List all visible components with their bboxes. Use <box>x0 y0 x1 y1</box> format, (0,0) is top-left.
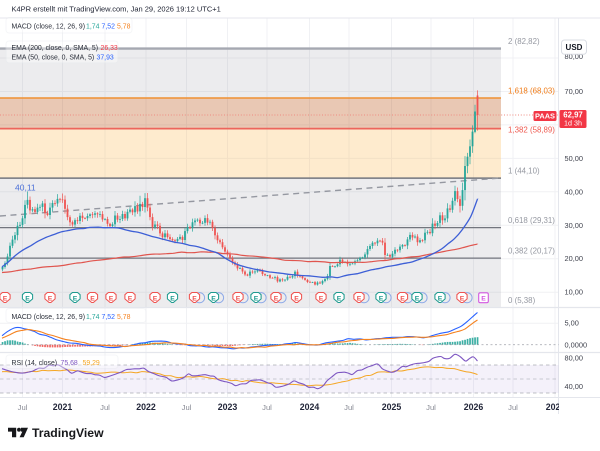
svg-text:E: E <box>211 296 216 303</box>
svg-text:0,0000: 0,0000 <box>565 340 588 349</box>
svg-text:2025: 2025 <box>382 402 402 412</box>
svg-text:7,52: 7,52 <box>102 24 116 31</box>
svg-text:7,52: 7,52 <box>102 314 116 321</box>
svg-text:E: E <box>192 296 197 303</box>
svg-text:Jul: Jul <box>100 403 110 412</box>
svg-text:2024: 2024 <box>300 402 320 412</box>
svg-text:E: E <box>319 296 324 303</box>
svg-text:40,00: 40,00 <box>565 188 584 197</box>
svg-text:1,74: 1,74 <box>86 314 100 321</box>
svg-text:40,00: 40,00 <box>565 382 584 391</box>
svg-text:10,00: 10,00 <box>565 288 584 297</box>
svg-text:1,74: 1,74 <box>86 24 100 31</box>
svg-text:E: E <box>109 296 114 303</box>
svg-text:75,68: 75,68 <box>61 360 78 367</box>
svg-text:E: E <box>128 296 133 303</box>
svg-text:5,78: 5,78 <box>117 314 131 321</box>
svg-text:EMA (200, close, 0, SMA, 5): EMA (200, close, 0, SMA, 5) <box>12 45 99 52</box>
svg-text:2022: 2022 <box>136 402 156 412</box>
svg-text:Jul: Jul <box>508 403 518 412</box>
svg-text:E: E <box>357 296 362 303</box>
svg-text:E: E <box>400 296 405 303</box>
svg-text:Jul: Jul <box>18 403 28 412</box>
svg-text:1d 3h: 1d 3h <box>564 119 582 128</box>
svg-text:0 (5,38): 0 (5,38) <box>508 296 536 305</box>
svg-text:E: E <box>274 296 279 303</box>
svg-text:E: E <box>73 296 78 303</box>
svg-text:30,00: 30,00 <box>565 221 584 230</box>
svg-text:50,00: 50,00 <box>565 154 584 163</box>
svg-text:MACD (close, 12, 26, 9): MACD (close, 12, 26, 9) <box>12 24 86 31</box>
svg-text:1 (44,10): 1 (44,10) <box>508 166 540 175</box>
svg-text:MACD (close, 12, 26, 9): MACD (close, 12, 26, 9) <box>12 314 86 321</box>
svg-text:37,93: 37,93 <box>97 55 114 62</box>
svg-text:E: E <box>294 296 299 303</box>
svg-text:2021: 2021 <box>53 402 73 412</box>
svg-text:E: E <box>415 296 420 303</box>
svg-text:E: E <box>25 296 30 303</box>
svg-text:TradingView: TradingView <box>32 426 104 440</box>
svg-text:RSI (14, close): RSI (14, close) <box>12 360 58 367</box>
svg-text:80,00: 80,00 <box>565 52 584 61</box>
svg-text:20,00: 20,00 <box>565 254 584 263</box>
svg-text:Jul: Jul <box>344 403 354 412</box>
svg-text:26,33: 26,33 <box>101 45 118 52</box>
svg-text:E: E <box>254 296 259 303</box>
svg-text:E: E <box>170 296 175 303</box>
svg-text:59,29: 59,29 <box>83 360 100 367</box>
svg-text:E: E <box>481 296 486 303</box>
svg-text:E: E <box>3 296 8 303</box>
svg-text:62,97: 62,97 <box>563 111 583 120</box>
svg-text:PAAS: PAAS <box>535 112 555 121</box>
svg-text:E: E <box>153 296 158 303</box>
svg-text:Jul: Jul <box>426 403 436 412</box>
svg-text:E: E <box>90 296 95 303</box>
svg-text:2023: 2023 <box>218 402 238 412</box>
svg-text:2 (82,82): 2 (82,82) <box>508 37 540 46</box>
svg-text:USD: USD <box>566 43 583 52</box>
svg-text:Jul: Jul <box>262 403 272 412</box>
svg-text:E: E <box>438 296 443 303</box>
svg-text:K4PR erstellt mit TradingView.: K4PR erstellt mit TradingView.com, Jan 2… <box>12 5 221 14</box>
svg-text:E: E <box>379 296 384 303</box>
svg-text:5,78: 5,78 <box>117 24 131 31</box>
svg-text:1,382 (58,89): 1,382 (58,89) <box>508 125 555 134</box>
svg-text:E: E <box>337 296 342 303</box>
svg-text:E: E <box>48 296 53 303</box>
svg-text:Jul: Jul <box>182 403 192 412</box>
svg-text:1,618 (68,03): 1,618 (68,03) <box>508 86 555 95</box>
svg-text:2026: 2026 <box>464 402 484 412</box>
svg-text:40,11: 40,11 <box>15 183 36 193</box>
svg-text:E: E <box>460 296 465 303</box>
svg-text:2027: 2027 <box>546 402 566 412</box>
svg-text:0,618 (29,31): 0,618 (29,31) <box>508 216 555 225</box>
svg-text:5,00: 5,00 <box>565 319 579 328</box>
svg-text:0,382 (20,17): 0,382 (20,17) <box>508 247 555 256</box>
svg-text:E: E <box>236 296 241 303</box>
svg-text:80,00: 80,00 <box>565 354 584 363</box>
svg-text:EMA (50, close, 0, SMA, 5): EMA (50, close, 0, SMA, 5) <box>12 55 95 62</box>
svg-text:70,00: 70,00 <box>565 87 584 96</box>
